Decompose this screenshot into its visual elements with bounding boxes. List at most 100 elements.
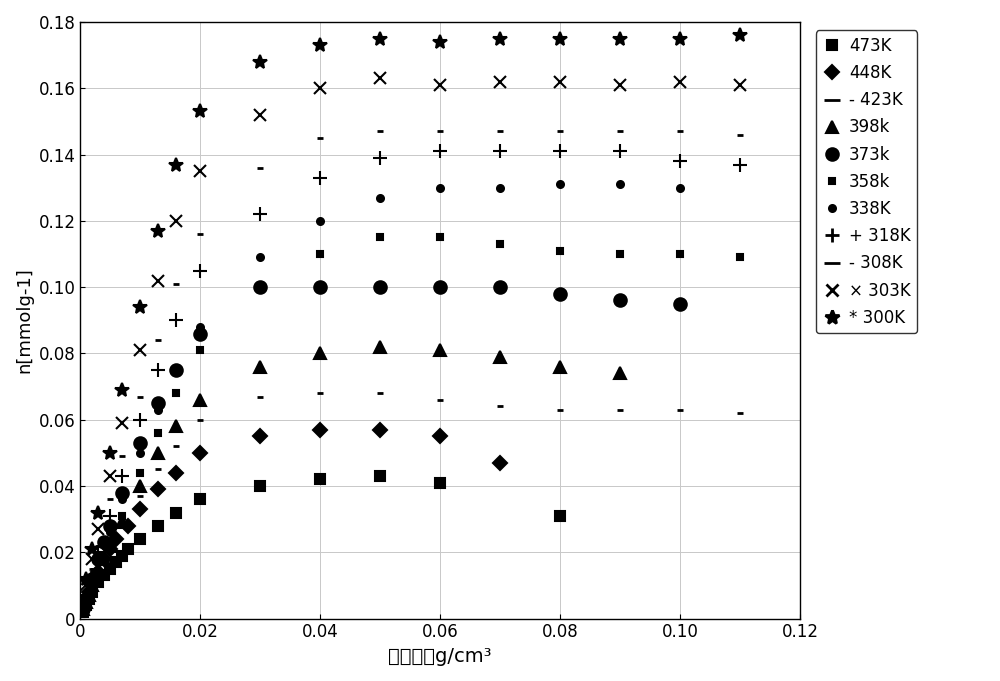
Line: - 423K: - 423K: [83, 390, 744, 605]
373k: [434, 283, 446, 291]
398k: [314, 349, 326, 358]
448K: [434, 432, 446, 441]
Line: 358k: 358k: [83, 234, 744, 605]
Line: - 308K: - 308K: [83, 128, 744, 596]
373k: [194, 330, 206, 338]
373k: [254, 283, 266, 291]
338K: [434, 184, 446, 192]
× 303K: [554, 78, 566, 86]
358k: [494, 240, 506, 248]
398k: [194, 396, 206, 404]
448K: [374, 426, 386, 434]
448K: [134, 505, 146, 513]
× 303K: [674, 78, 686, 86]
- 423K: [554, 406, 566, 414]
× 303K: [152, 276, 164, 285]
× 303K: [194, 167, 206, 175]
* 300K: [434, 38, 446, 46]
Line: 338K: 338K: [83, 181, 684, 602]
- 423K: [434, 396, 446, 404]
- 308K: [152, 336, 164, 345]
448K: [254, 432, 266, 441]
* 300K: [92, 509, 104, 517]
373k: [614, 296, 626, 304]
- 423K: [614, 406, 626, 414]
- 423K: [194, 415, 206, 424]
* 300K: [194, 108, 206, 116]
× 303K: [494, 78, 506, 86]
358k: [134, 469, 146, 477]
473K: [554, 511, 566, 520]
398k: [134, 482, 146, 490]
Line: × 303K: × 303K: [80, 72, 746, 592]
+ 318K: [674, 157, 686, 165]
+ 318K: [614, 147, 626, 155]
× 303K: [374, 74, 386, 82]
398k: [77, 605, 89, 613]
- 308K: [434, 127, 446, 136]
* 300K: [494, 35, 506, 43]
473K: [134, 535, 146, 543]
+ 318K: [374, 154, 386, 162]
Legend: 473K, 448K, - 423K, 398k, 373k, 358k, 338K, + 318K, - 308K, × 303K, * 300K: 473K, 448K, - 423K, 398k, 373k, 358k, 33…: [816, 31, 917, 333]
398k: [494, 353, 506, 361]
398k: [83, 591, 95, 599]
338K: [104, 528, 116, 537]
X-axis label: 气体密度g/cm³: 气体密度g/cm³: [388, 647, 492, 666]
* 300K: [314, 41, 326, 49]
373k: [86, 575, 98, 583]
448K: [86, 582, 98, 590]
- 308K: [554, 127, 566, 136]
473K: [374, 472, 386, 480]
373k: [314, 283, 326, 291]
* 300K: [104, 449, 116, 457]
398k: [614, 369, 626, 377]
Y-axis label: n[mmolg-1]: n[mmolg-1]: [15, 268, 33, 373]
- 308K: [92, 541, 104, 550]
- 308K: [674, 127, 686, 136]
* 300K: [254, 58, 266, 66]
338K: [134, 449, 146, 457]
+ 318K: [104, 511, 116, 520]
Line: 398k: 398k: [78, 341, 626, 614]
398k: [170, 422, 182, 430]
- 423K: [92, 571, 104, 580]
398k: [98, 555, 110, 563]
473K: [254, 482, 266, 490]
+ 318K: [116, 472, 128, 480]
+ 318K: [734, 161, 746, 169]
× 303K: [86, 555, 98, 563]
* 300K: [134, 303, 146, 311]
358k: [86, 585, 98, 593]
338K: [554, 180, 566, 189]
373k: [92, 555, 104, 563]
448K: [104, 545, 116, 553]
- 423K: [734, 409, 746, 417]
× 303K: [116, 419, 128, 427]
398k: [554, 362, 566, 370]
- 423K: [152, 465, 164, 473]
+ 318K: [434, 147, 446, 155]
373k: [134, 439, 146, 447]
× 303K: [170, 217, 182, 225]
338K: [374, 193, 386, 202]
× 303K: [254, 111, 266, 119]
Line: 448K: 448K: [79, 425, 505, 614]
398k: [152, 449, 164, 457]
+ 318K: [170, 316, 182, 324]
473K: [77, 608, 89, 616]
+ 318K: [80, 591, 92, 599]
- 423K: [374, 389, 386, 397]
358k: [254, 283, 266, 291]
338K: [314, 217, 326, 225]
338K: [674, 184, 686, 192]
448K: [80, 598, 92, 606]
358k: [152, 429, 164, 437]
373k: [104, 522, 116, 530]
448K: [83, 588, 95, 596]
+ 318K: [254, 210, 266, 219]
338K: [152, 406, 164, 414]
473K: [98, 571, 110, 580]
473K: [170, 509, 182, 517]
* 300K: [614, 35, 626, 43]
